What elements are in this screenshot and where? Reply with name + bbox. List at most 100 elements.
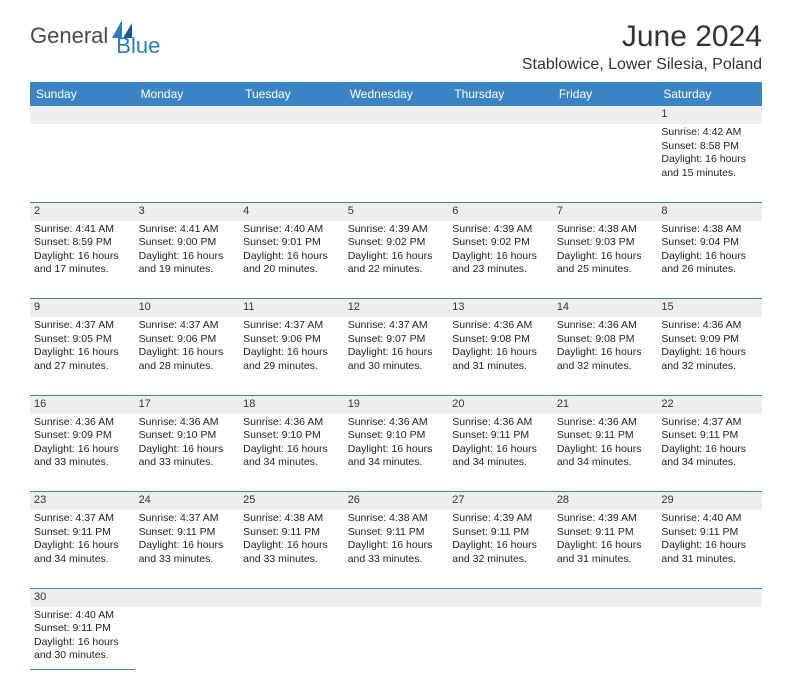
- sunset-text: Sunset: 9:11 PM: [557, 526, 654, 540]
- location: Stablowice, Lower Silesia, Poland: [522, 56, 762, 74]
- day-details: Sunrise: 4:37 AMSunset: 9:11 PMDaylight:…: [661, 416, 758, 471]
- daynum-row: 1: [30, 106, 762, 124]
- day-cell: Sunrise: 4:37 AMSunset: 9:06 PMDaylight:…: [135, 317, 240, 395]
- day-cell: Sunrise: 4:36 AMSunset: 9:11 PMDaylight:…: [553, 414, 658, 492]
- day-details: Sunrise: 4:37 AMSunset: 9:11 PMDaylight:…: [139, 512, 236, 567]
- dayname: Wednesday: [344, 82, 449, 106]
- dl1-text: Daylight: 16 hours: [557, 539, 654, 553]
- dl2-text: and 28 minutes.: [139, 360, 236, 374]
- week-row: Sunrise: 4:37 AMSunset: 9:05 PMDaylight:…: [30, 317, 762, 395]
- dl1-text: Daylight: 16 hours: [661, 539, 758, 553]
- day-number: 30: [30, 588, 135, 607]
- day-cell: Sunrise: 4:36 AMSunset: 9:10 PMDaylight:…: [344, 414, 449, 492]
- day-cell: Sunrise: 4:37 AMSunset: 9:06 PMDaylight:…: [239, 317, 344, 395]
- dl1-text: Daylight: 16 hours: [348, 539, 445, 553]
- day-cell: [657, 607, 762, 670]
- sunrise-text: Sunrise: 4:37 AM: [34, 512, 131, 526]
- day-number: [344, 106, 449, 124]
- dl1-text: Daylight: 16 hours: [34, 539, 131, 553]
- day-cell: [239, 124, 344, 202]
- day-details: Sunrise: 4:36 AMSunset: 9:09 PMDaylight:…: [661, 319, 758, 374]
- day-cell: Sunrise: 4:39 AMSunset: 9:11 PMDaylight:…: [448, 510, 553, 588]
- dl2-text: and 19 minutes.: [139, 263, 236, 277]
- day-details: Sunrise: 4:39 AMSunset: 9:11 PMDaylight:…: [452, 512, 549, 567]
- dl1-text: Daylight: 16 hours: [243, 539, 340, 553]
- day-details: Sunrise: 4:36 AMSunset: 9:08 PMDaylight:…: [452, 319, 549, 374]
- day-cell: Sunrise: 4:39 AMSunset: 9:11 PMDaylight:…: [553, 510, 658, 588]
- day-number: 9: [30, 299, 135, 318]
- sunset-text: Sunset: 9:11 PM: [661, 526, 758, 540]
- day-details: Sunrise: 4:38 AMSunset: 9:11 PMDaylight:…: [243, 512, 340, 567]
- day-cell: Sunrise: 4:36 AMSunset: 9:11 PMDaylight:…: [448, 414, 553, 492]
- sunrise-text: Sunrise: 4:39 AM: [452, 223, 549, 237]
- day-cell: [239, 607, 344, 670]
- dl2-text: and 30 minutes.: [34, 649, 131, 663]
- day-cell: Sunrise: 4:36 AMSunset: 9:10 PMDaylight:…: [135, 414, 240, 492]
- week-row: Sunrise: 4:41 AMSunset: 8:59 PMDaylight:…: [30, 221, 762, 299]
- day-details: Sunrise: 4:36 AMSunset: 9:10 PMDaylight:…: [243, 416, 340, 471]
- dl1-text: Daylight: 16 hours: [661, 346, 758, 360]
- day-cell: Sunrise: 4:40 AMSunset: 9:11 PMDaylight:…: [657, 510, 762, 588]
- dl2-text: and 31 minutes.: [661, 553, 758, 567]
- dl2-text: and 33 minutes.: [348, 553, 445, 567]
- logo-text-general: General: [30, 23, 108, 49]
- dl1-text: Daylight: 16 hours: [34, 346, 131, 360]
- sunrise-text: Sunrise: 4:36 AM: [139, 416, 236, 430]
- sunset-text: Sunset: 9:08 PM: [452, 333, 549, 347]
- dl2-text: and 30 minutes.: [348, 360, 445, 374]
- sunset-text: Sunset: 9:06 PM: [139, 333, 236, 347]
- week-row: Sunrise: 4:42 AMSunset: 8:58 PMDaylight:…: [30, 124, 762, 202]
- day-number: 6: [448, 202, 553, 221]
- day-cell: Sunrise: 4:39 AMSunset: 9:02 PMDaylight:…: [344, 221, 449, 299]
- day-number: 29: [657, 492, 762, 511]
- sunrise-text: Sunrise: 4:41 AM: [139, 223, 236, 237]
- sunrise-text: Sunrise: 4:36 AM: [348, 416, 445, 430]
- day-number: 7: [553, 202, 658, 221]
- day-number: 28: [553, 492, 658, 511]
- dl1-text: Daylight: 16 hours: [139, 539, 236, 553]
- dl2-text: and 32 minutes.: [661, 360, 758, 374]
- sunrise-text: Sunrise: 4:40 AM: [661, 512, 758, 526]
- day-number: 22: [657, 395, 762, 414]
- day-cell: [553, 124, 658, 202]
- day-details: Sunrise: 4:38 AMSunset: 9:03 PMDaylight:…: [557, 223, 654, 278]
- sunset-text: Sunset: 9:01 PM: [243, 236, 340, 250]
- dl1-text: Daylight: 16 hours: [557, 346, 654, 360]
- day-cell: [344, 124, 449, 202]
- day-cell: [553, 607, 658, 670]
- day-number: [553, 588, 658, 607]
- day-number: [135, 106, 240, 124]
- logo-text-blue: Blue: [116, 33, 160, 59]
- dl2-text: and 20 minutes.: [243, 263, 340, 277]
- sunset-text: Sunset: 9:02 PM: [452, 236, 549, 250]
- logo: General Blue: [30, 20, 180, 51]
- day-cell: [135, 124, 240, 202]
- dayname: Thursday: [448, 82, 553, 106]
- sunrise-text: Sunrise: 4:39 AM: [452, 512, 549, 526]
- day-details: Sunrise: 4:40 AMSunset: 9:11 PMDaylight:…: [661, 512, 758, 567]
- dl1-text: Daylight: 16 hours: [452, 443, 549, 457]
- day-details: Sunrise: 4:40 AMSunset: 9:01 PMDaylight:…: [243, 223, 340, 278]
- day-cell: Sunrise: 4:36 AMSunset: 9:10 PMDaylight:…: [239, 414, 344, 492]
- week-row: Sunrise: 4:37 AMSunset: 9:11 PMDaylight:…: [30, 510, 762, 588]
- week-row: Sunrise: 4:36 AMSunset: 9:09 PMDaylight:…: [30, 414, 762, 492]
- day-cell: Sunrise: 4:40 AMSunset: 9:11 PMDaylight:…: [30, 607, 135, 670]
- day-details: Sunrise: 4:39 AMSunset: 9:02 PMDaylight:…: [348, 223, 445, 278]
- day-number: 14: [553, 299, 658, 318]
- sunrise-text: Sunrise: 4:38 AM: [557, 223, 654, 237]
- day-details: Sunrise: 4:37 AMSunset: 9:11 PMDaylight:…: [34, 512, 131, 567]
- sunset-text: Sunset: 9:06 PM: [243, 333, 340, 347]
- dl2-text: and 33 minutes.: [34, 456, 131, 470]
- day-details: Sunrise: 4:37 AMSunset: 9:07 PMDaylight:…: [348, 319, 445, 374]
- header: General Blue June 2024 Stablowice, Lower…: [30, 20, 762, 74]
- dl2-text: and 22 minutes.: [348, 263, 445, 277]
- dl2-text: and 31 minutes.: [452, 360, 549, 374]
- day-number: 25: [239, 492, 344, 511]
- day-details: Sunrise: 4:36 AMSunset: 9:11 PMDaylight:…: [452, 416, 549, 471]
- sunset-text: Sunset: 9:11 PM: [452, 429, 549, 443]
- day-number: 8: [657, 202, 762, 221]
- day-number: [30, 106, 135, 124]
- day-details: Sunrise: 4:37 AMSunset: 9:06 PMDaylight:…: [139, 319, 236, 374]
- title-block: June 2024 Stablowice, Lower Silesia, Pol…: [522, 20, 762, 74]
- day-number: [448, 106, 553, 124]
